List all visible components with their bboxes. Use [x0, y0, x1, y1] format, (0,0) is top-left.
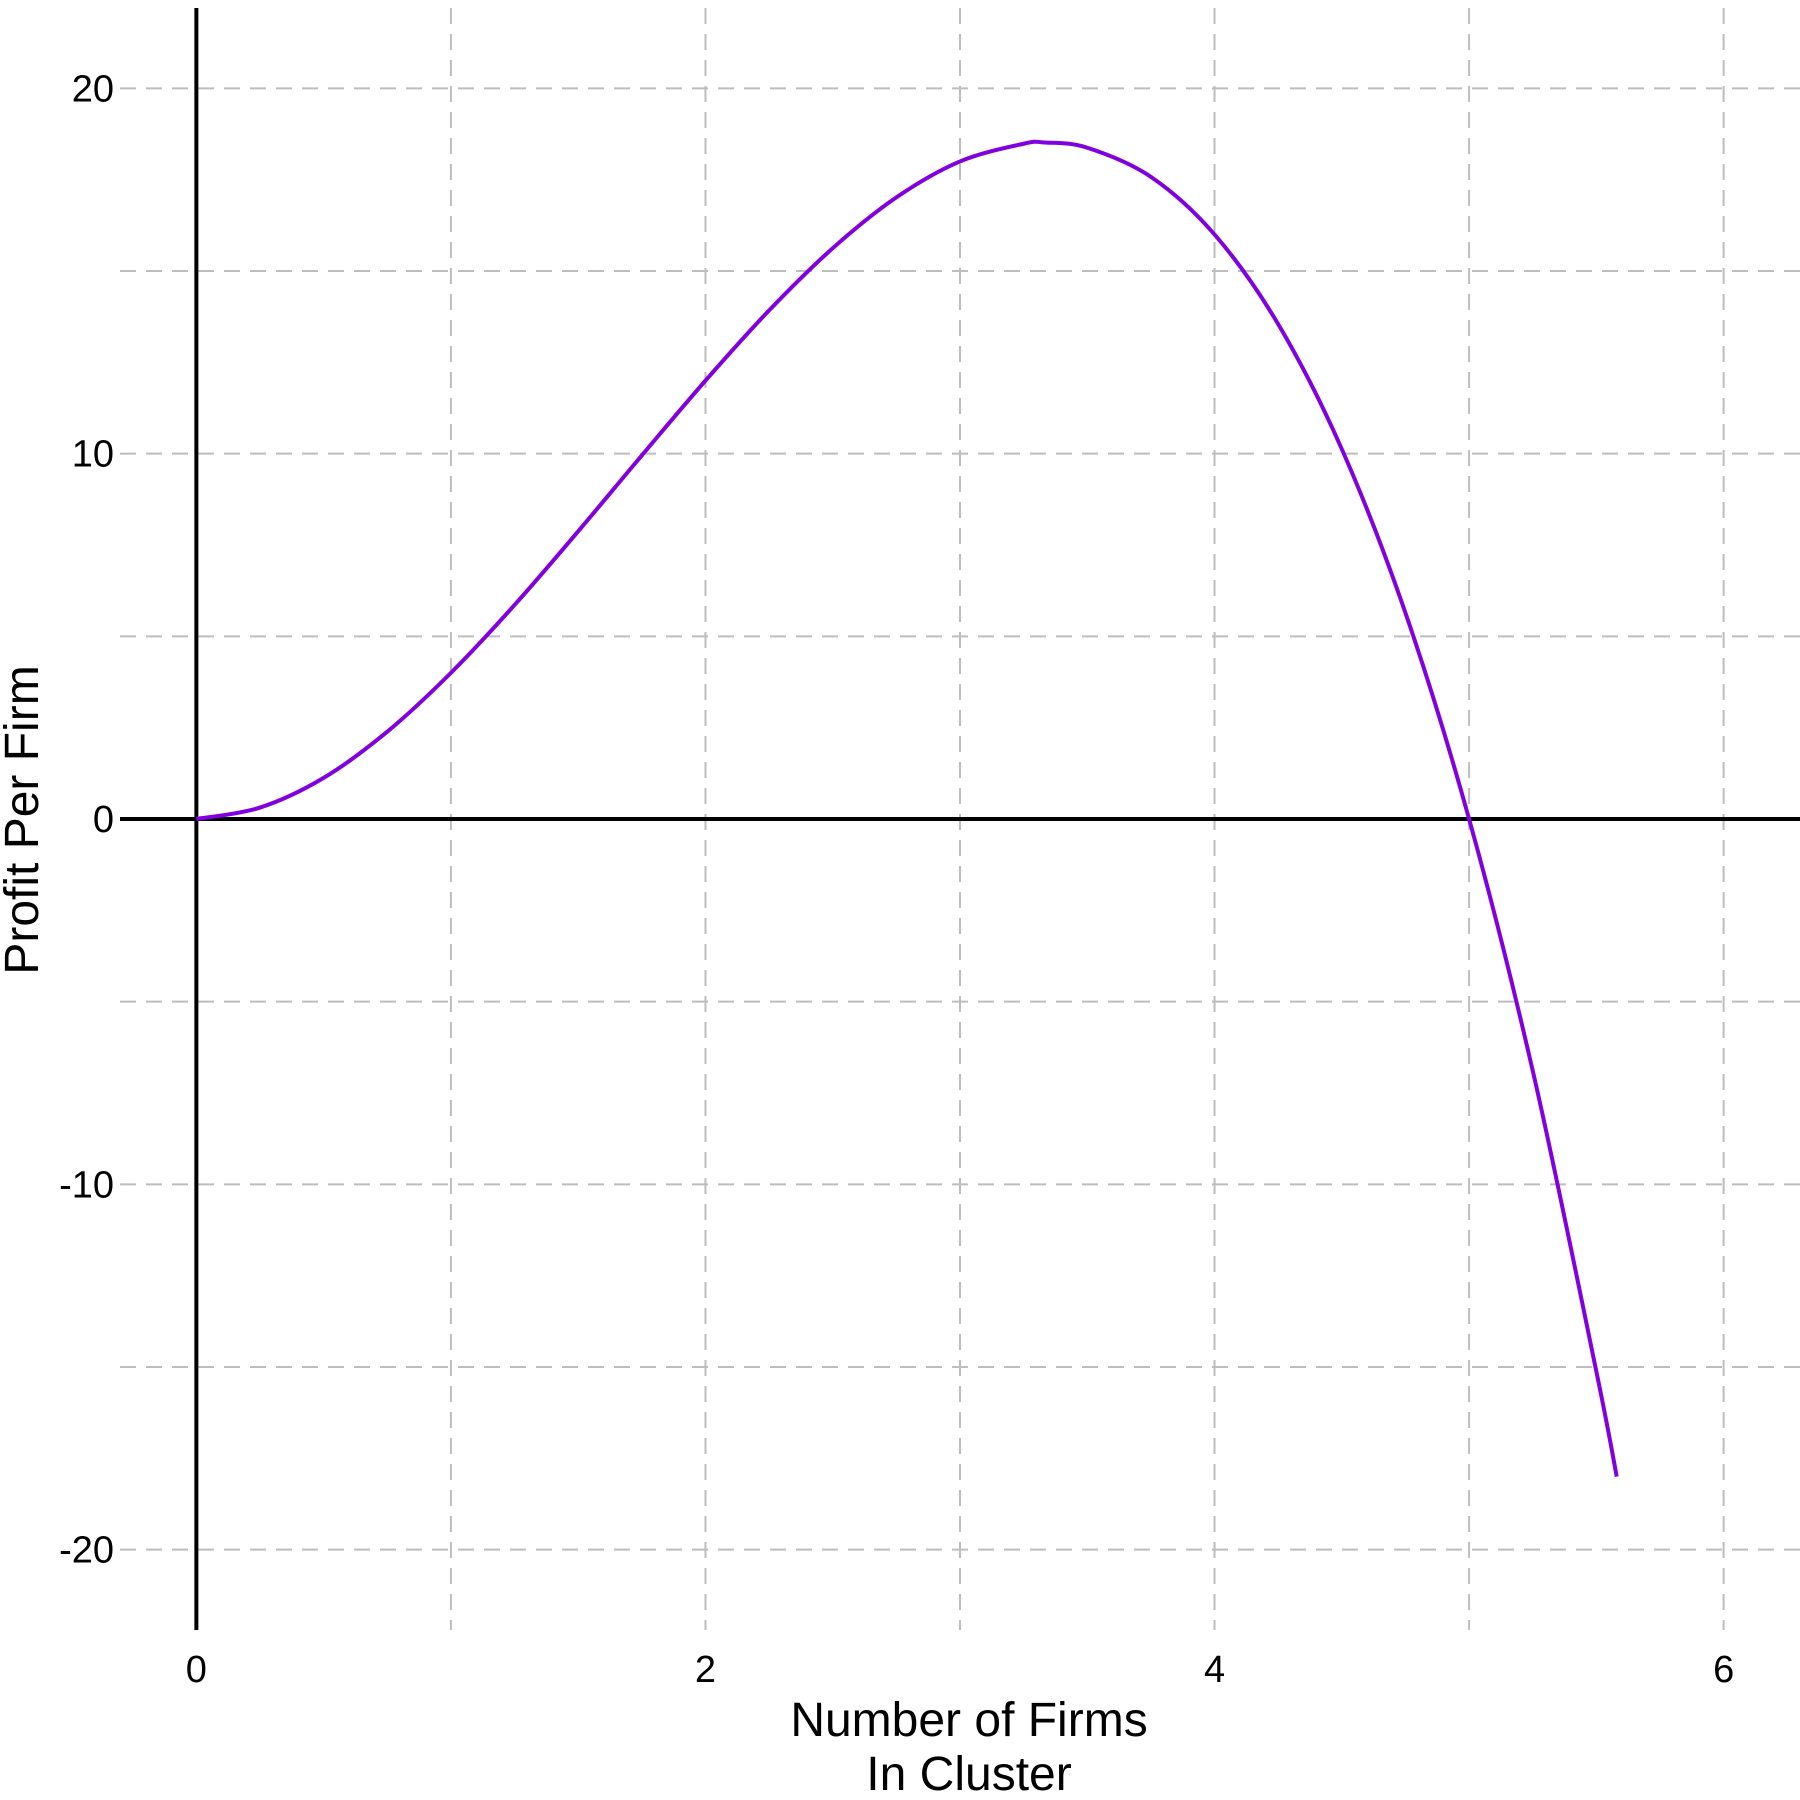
x-axis-title-line-1: Number of Firms [790, 1694, 1147, 1747]
y-tick-label: 20 [72, 68, 114, 110]
y-tick-label: 0 [93, 799, 114, 841]
series-lines [196, 139, 1619, 1477]
y-tick-label: 10 [72, 434, 114, 476]
tick-labels: 0 2 4 6 -20 -10 0 10 20 [59, 68, 1734, 1691]
x-tick-label: 2 [695, 1649, 716, 1691]
series-line-0 [196, 139, 1619, 1477]
x-tick-label: 0 [186, 1649, 207, 1691]
y-tick-label: -10 [59, 1164, 114, 1206]
y-tick-label: -20 [59, 1530, 114, 1572]
x-tick-label: 4 [1204, 1649, 1225, 1691]
y-axis-title: Profit Per Firm [0, 665, 49, 974]
x-tick-label: 6 [1713, 1649, 1734, 1691]
x-axis-title-line-2: In Cluster [866, 1748, 1071, 1800]
